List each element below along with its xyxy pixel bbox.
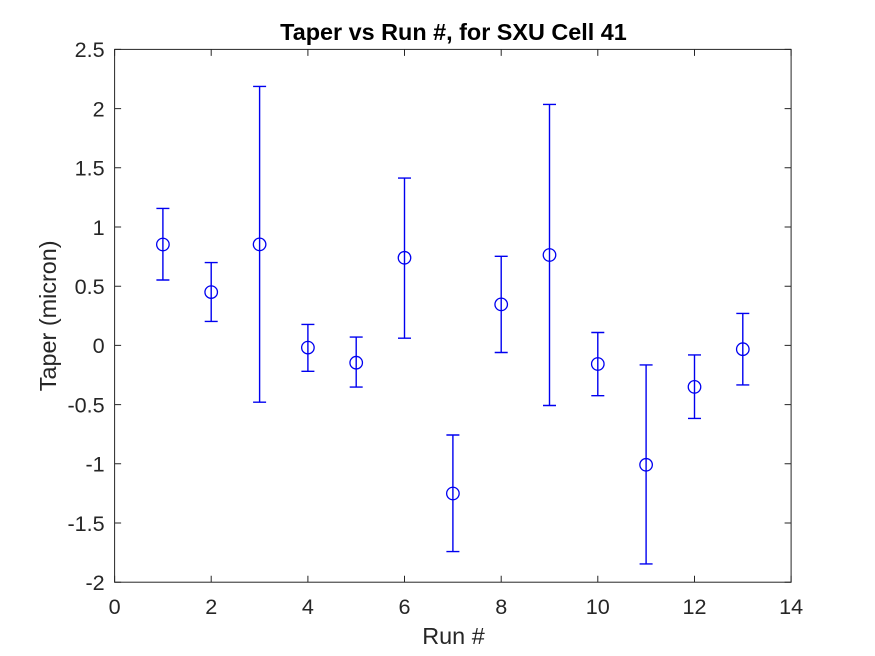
svg-text:2.5: 2.5: [75, 37, 105, 62]
svg-text:2: 2: [93, 96, 105, 121]
svg-text:Taper (micron): Taper (micron): [35, 240, 61, 391]
svg-text:2: 2: [205, 594, 217, 619]
svg-text:1: 1: [93, 215, 105, 240]
svg-text:-1.5: -1.5: [67, 511, 104, 536]
svg-text:10: 10: [586, 594, 610, 619]
svg-text:0: 0: [109, 594, 121, 619]
svg-text:-2: -2: [85, 570, 104, 595]
svg-text:8: 8: [495, 594, 507, 619]
svg-text:14: 14: [779, 594, 803, 619]
svg-text:Taper vs Run #, for SXU Cell 4: Taper vs Run #, for SXU Cell 41: [280, 19, 627, 45]
svg-text:-0.5: -0.5: [67, 392, 104, 417]
svg-text:12: 12: [682, 594, 706, 619]
svg-text:0.5: 0.5: [75, 274, 105, 299]
svg-text:1.5: 1.5: [75, 156, 105, 181]
svg-text:0: 0: [93, 333, 105, 358]
svg-text:6: 6: [398, 594, 410, 619]
svg-text:-1: -1: [85, 452, 104, 477]
svg-text:Run #: Run #: [422, 623, 484, 649]
svg-text:4: 4: [302, 594, 314, 619]
